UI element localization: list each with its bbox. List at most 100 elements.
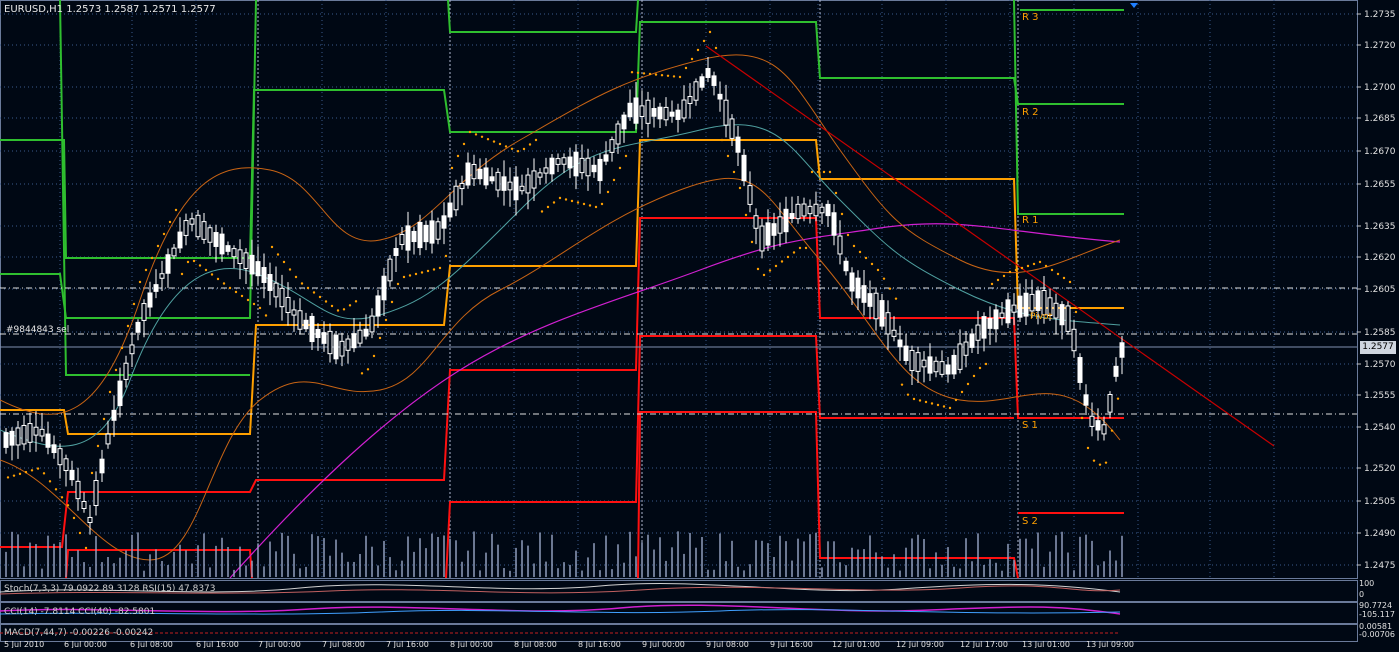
time-axis-label: 8 Jul 08:00 bbox=[514, 640, 557, 648]
candle-body bbox=[147, 292, 153, 308]
sar-dot bbox=[330, 304, 334, 308]
candle-body bbox=[537, 172, 543, 178]
sar-dot bbox=[192, 259, 196, 263]
candle-body bbox=[267, 274, 273, 291]
sar-dot bbox=[768, 269, 772, 272]
pane-scale-stoch_scale_top: 100 bbox=[1359, 579, 1374, 588]
candle-body bbox=[873, 292, 879, 320]
candle-body bbox=[387, 258, 393, 282]
candle-body bbox=[393, 248, 399, 256]
candle-body bbox=[501, 176, 507, 191]
sar-dot bbox=[42, 472, 46, 475]
sar-dot bbox=[906, 393, 910, 396]
sar-dot bbox=[786, 255, 790, 259]
time-axis-label: 6 Jul 00:00 bbox=[64, 640, 107, 648]
candle-body bbox=[33, 426, 39, 436]
scroll-marker-icon bbox=[1130, 3, 1138, 8]
sar-dot bbox=[912, 397, 916, 401]
candle-body bbox=[621, 114, 627, 130]
candle-body bbox=[135, 321, 141, 333]
sar-dot bbox=[954, 398, 958, 402]
time-axis-label: 5 Jul 2010 bbox=[4, 640, 44, 648]
parabolic-sar bbox=[6, 30, 1120, 550]
candle-body bbox=[123, 362, 129, 380]
sar-dot bbox=[1044, 264, 1048, 268]
band-lower bbox=[0, 177, 1121, 561]
candle-body bbox=[747, 185, 753, 205]
sar-dot bbox=[108, 390, 112, 394]
sar-dot bbox=[708, 30, 712, 34]
sar-dot bbox=[1050, 268, 1054, 272]
pivot-label-pivot: Pivot bbox=[1030, 312, 1053, 322]
candle-body bbox=[303, 319, 309, 330]
sar-dot bbox=[198, 264, 202, 267]
macd-pane bbox=[0, 624, 1358, 642]
sar-dot bbox=[450, 166, 454, 170]
candle-body bbox=[183, 220, 189, 236]
candle-body bbox=[321, 332, 327, 344]
sar-dot bbox=[990, 282, 994, 286]
candle-body bbox=[1023, 292, 1029, 317]
candle-body bbox=[627, 102, 633, 118]
sar-dot bbox=[438, 266, 442, 270]
candle-body bbox=[759, 225, 765, 252]
candle-body bbox=[177, 231, 183, 249]
price-tick-label: 1.2570 bbox=[1364, 360, 1396, 370]
candle-body bbox=[789, 213, 795, 219]
sar-dot bbox=[576, 201, 580, 204]
candle-body bbox=[339, 340, 345, 357]
sar-dot bbox=[780, 260, 784, 263]
candle-body bbox=[753, 215, 759, 229]
sar-dot bbox=[324, 300, 328, 303]
candle-body bbox=[861, 285, 867, 303]
candle-body bbox=[399, 233, 405, 246]
sar-dot bbox=[870, 262, 874, 266]
candle-body bbox=[669, 111, 675, 117]
candle-body bbox=[903, 345, 909, 362]
candle-body bbox=[567, 156, 573, 169]
sar-dot bbox=[90, 471, 94, 475]
time-axis-label: 12 Jul 09:00 bbox=[896, 640, 944, 648]
candle-body bbox=[9, 430, 15, 446]
pivot-line bbox=[0, 139, 1124, 435]
s2-line-a bbox=[65, 549, 253, 579]
current-price-tag: 1.2577 bbox=[1360, 341, 1396, 354]
sar-dot bbox=[1104, 461, 1108, 464]
sar-dot bbox=[690, 57, 694, 61]
sar-dot bbox=[624, 154, 628, 158]
sar-dot bbox=[678, 75, 682, 79]
sar-dot bbox=[216, 277, 220, 281]
sar-dot bbox=[588, 204, 592, 207]
candles bbox=[3, 56, 1125, 535]
candle-body bbox=[477, 168, 483, 180]
s2-line-b bbox=[445, 335, 1014, 579]
sar-dot bbox=[348, 304, 352, 307]
candle-body bbox=[651, 108, 657, 117]
sar-dot bbox=[984, 362, 988, 366]
sar-dot bbox=[414, 272, 418, 276]
candle-body bbox=[555, 158, 561, 165]
sar-dot bbox=[966, 382, 970, 386]
price-tick-label: 1.2635 bbox=[1364, 222, 1396, 232]
candle-body bbox=[93, 479, 99, 507]
sar-dot bbox=[858, 250, 862, 254]
candle-body bbox=[519, 185, 525, 192]
sar-dot bbox=[282, 260, 286, 264]
candle-body bbox=[819, 206, 825, 214]
sar-dot bbox=[408, 274, 412, 277]
price-tick-label: 1.2555 bbox=[1364, 391, 1396, 401]
candle-body bbox=[573, 151, 579, 177]
candle-body bbox=[777, 216, 783, 234]
time-axis-label: 13 Jul 01:00 bbox=[1022, 640, 1070, 648]
sar-dot bbox=[558, 196, 562, 200]
candle-body bbox=[939, 361, 945, 375]
candle-body bbox=[945, 364, 951, 375]
candle-body bbox=[249, 254, 255, 275]
candle-body bbox=[561, 157, 567, 165]
sar-dot bbox=[714, 46, 718, 50]
candle-body bbox=[1119, 342, 1125, 358]
sar-dot bbox=[642, 72, 646, 75]
sar-dot bbox=[336, 309, 340, 312]
